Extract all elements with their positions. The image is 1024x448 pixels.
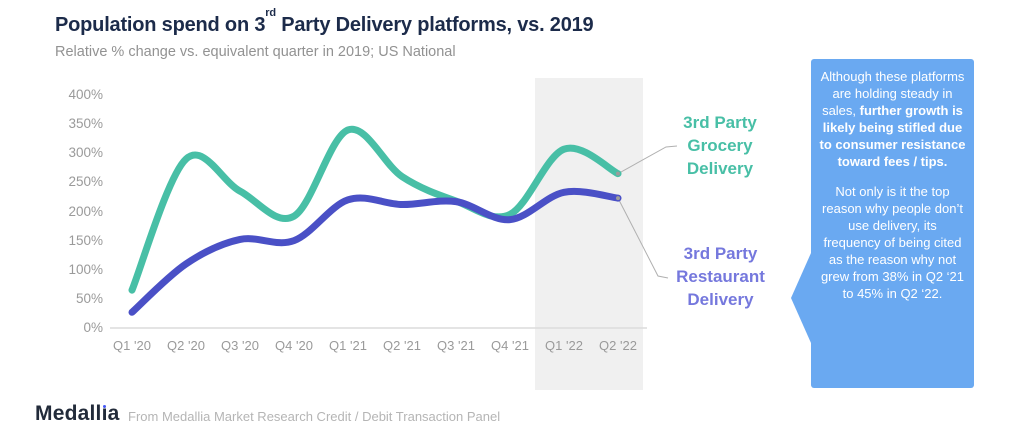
- callout-paragraph-1: Although these platforms are holding ste…: [819, 68, 966, 170]
- logo-letter-i: ı: [102, 402, 108, 425]
- page-title-superscript: rd: [265, 7, 276, 20]
- x-axis-label-4: Q4 '20: [275, 338, 313, 353]
- y-axis-tick-0: 0%: [83, 320, 103, 335]
- y-axis-tick-50: 50%: [75, 290, 103, 306]
- y-axis-tick-200: 200%: [68, 203, 103, 219]
- x-axis-label-7: Q3 '21: [437, 338, 475, 353]
- grocery-label-line2: Grocery: [687, 136, 753, 155]
- x-axis-label-10: Q2 '22: [599, 338, 637, 353]
- grocery-delivery-line: [128, 125, 622, 294]
- page-subtitle: Relative % change vs. equivalent quarter…: [55, 44, 456, 60]
- grocery-label-line1: 3rd Party: [683, 113, 757, 132]
- x-axis-label-5: Q1 '21: [329, 338, 367, 353]
- y-axis-tick-300: 300%: [68, 145, 103, 161]
- restaurant-line-end-dot: [616, 196, 620, 201]
- y-axis-tick-400: 400%: [68, 87, 103, 102]
- x-axis-label-9: Q1 '22: [545, 338, 583, 353]
- x-axis-label-3: Q3 '20: [221, 338, 259, 353]
- y-axis-tick-100: 100%: [68, 261, 103, 277]
- logo-text-2: a: [107, 402, 120, 425]
- x-axis-label-2: Q2 '20: [167, 338, 205, 353]
- y-axis-tick-250: 250%: [68, 174, 103, 190]
- grocery-leader-line: [617, 145, 678, 175]
- callout-p1-normal: Although these platforms are holding ste…: [820, 69, 965, 118]
- x-axis-label-8: Q4 '21: [491, 338, 529, 353]
- line-chart: [110, 125, 678, 329]
- restaurant-leader-line: [617, 197, 669, 279]
- restaurant-label-line2: Restaurant: [676, 267, 765, 286]
- restaurant-label-line3: Delivery: [687, 290, 754, 309]
- medallia-logo: Medallı a: [35, 402, 120, 426]
- x-axis-label-6: Q2 '21: [383, 338, 421, 353]
- y-axis-tick-150: 150%: [68, 232, 103, 248]
- logo-dotless-i: ı: [101, 402, 108, 425]
- callout-box: Although these platforms are holding ste…: [791, 59, 974, 388]
- highlight-band-q1q2-2022: [535, 78, 643, 390]
- grocery-series-label: 3rd Party Grocery Delivery: [650, 111, 790, 180]
- page-title-text: Population spend on 3: [55, 14, 266, 36]
- page-title: Population spend on 3rd Party Delivery p…: [55, 7, 594, 37]
- grocery-label-line3: Delivery: [686, 159, 754, 178]
- page-title-text-2: Party Delivery platforms, vs. 2019: [275, 14, 594, 36]
- callout-p1-bold: further growth is likely being stifled d…: [819, 103, 966, 169]
- callout-tail-arrow: [791, 253, 811, 343]
- callout-paragraph-2: Not only is it the top reason why people…: [820, 184, 965, 301]
- y-axis-tick-350: 350%: [68, 116, 103, 132]
- x-axis-label-1: Q1 '20: [113, 338, 151, 353]
- logo-text: Medall: [35, 402, 102, 425]
- restaurant-label-line1: 3rd Party: [683, 244, 758, 263]
- restaurant-delivery-line: [128, 187, 622, 316]
- restaurant-series-label: 3rd Party Restaurant Delivery: [643, 242, 798, 311]
- logo-dot-icon: [102, 404, 107, 409]
- source-text: From Medallia Market Research Credit / D…: [128, 409, 501, 424]
- grocery-line-end-dot: [616, 171, 620, 176]
